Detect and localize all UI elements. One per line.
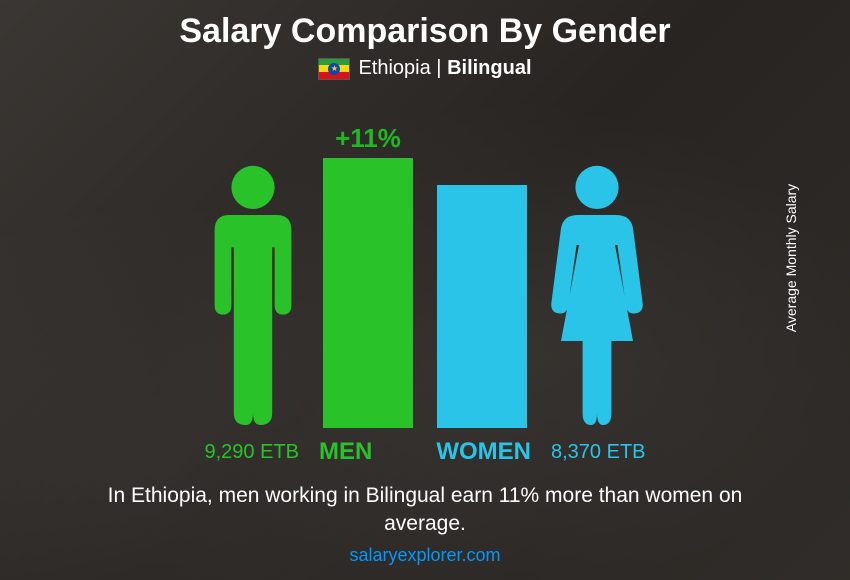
man-icon bbox=[193, 158, 313, 428]
separator: | bbox=[431, 57, 447, 79]
labels-row: 9,290 ETB MEN WOMEN 8,370 ETB bbox=[75, 438, 775, 466]
men-bar bbox=[323, 158, 413, 428]
women-bar bbox=[437, 185, 527, 428]
country-name: Ethiopia bbox=[358, 57, 430, 79]
ethiopia-flag-icon: ★ bbox=[318, 58, 350, 80]
women-group bbox=[437, 158, 657, 428]
flag-emblem: ★ bbox=[328, 63, 340, 75]
men-value: 9,290 ETB bbox=[204, 441, 299, 464]
page-title: Salary Comparison By Gender bbox=[179, 12, 670, 51]
description-text: In Ethiopia, men working in Bilingual ea… bbox=[65, 482, 785, 539]
infographic-container: Salary Comparison By Gender ★ Ethiopia |… bbox=[0, 0, 850, 580]
flag-star-icon: ★ bbox=[331, 65, 338, 73]
women-label: WOMEN bbox=[436, 438, 531, 466]
men-label: MEN bbox=[319, 438, 372, 466]
footer-site: salaryexplorer.com bbox=[0, 545, 850, 566]
pct-difference-label: +11% bbox=[335, 123, 401, 154]
subtitle-row: ★ Ethiopia | Bilingual bbox=[318, 57, 531, 80]
men-bar-wrap: +11% bbox=[323, 123, 413, 428]
chart-area: Average Monthly Salary +11% bbox=[75, 88, 775, 428]
men-group: +11% bbox=[193, 123, 413, 428]
y-axis-label: Average Monthly Salary bbox=[783, 184, 799, 332]
women-value: 8,370 ETB bbox=[551, 441, 646, 464]
category-name: Bilingual bbox=[447, 57, 531, 79]
women-bar-wrap bbox=[437, 185, 527, 428]
woman-icon bbox=[537, 158, 657, 428]
subtitle-text: Ethiopia | Bilingual bbox=[358, 57, 531, 80]
